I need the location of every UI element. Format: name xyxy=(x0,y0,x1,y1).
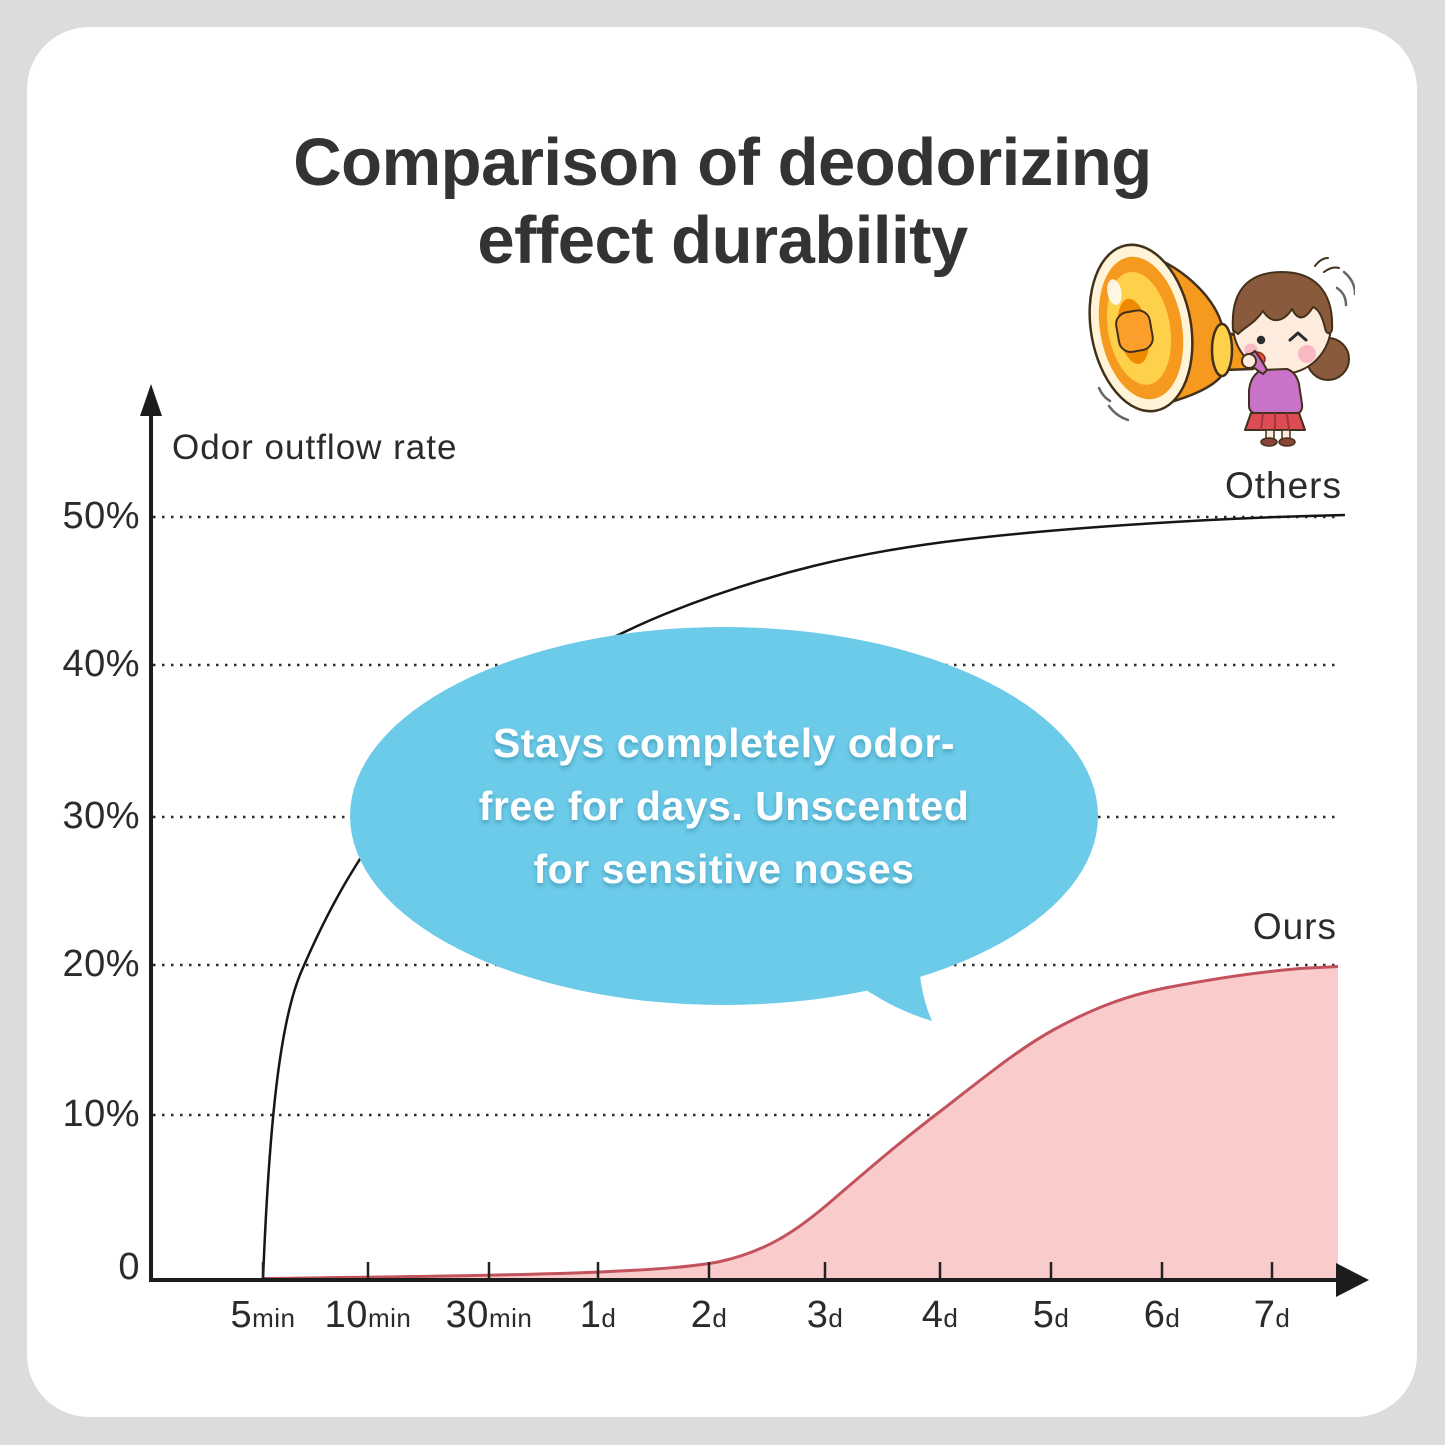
x-axis-arrow xyxy=(1336,1263,1369,1297)
x-tick-label-1d: 1d xyxy=(579,1294,617,1336)
y-tick-label-30: 30% xyxy=(62,795,140,837)
annotation-bubble-text: Stays completely odor- free for days. Un… xyxy=(362,712,1086,901)
y-tick-label-0: 0 xyxy=(118,1246,140,1288)
megaphone-icon xyxy=(1088,243,1257,422)
x-tick-label-2d: 2d xyxy=(690,1294,728,1336)
ours-curve xyxy=(262,965,1339,1280)
y-tick-label-10: 10% xyxy=(62,1093,140,1135)
x-tick-label-7d: 7d xyxy=(1253,1294,1291,1336)
x-tick-label-5d: 5d xyxy=(1032,1294,1070,1336)
ours-area-fill xyxy=(263,966,1338,1279)
annotation-line-1: Stays completely odor- xyxy=(492,720,956,766)
x-tick-label-4d: 4d xyxy=(921,1294,959,1336)
x-tick-label-10min: 10min xyxy=(324,1294,412,1336)
x-tick-label-3d: 3d xyxy=(806,1294,844,1336)
page-title-line-2: effect durability xyxy=(477,203,968,278)
x-tick-label-6d: 6d xyxy=(1143,1294,1181,1336)
axes xyxy=(149,402,1336,1282)
y-tick-label-20: 20% xyxy=(62,943,140,985)
x-tick-marks xyxy=(261,1262,1274,1278)
girl-figure xyxy=(1231,257,1355,447)
page-title: Comparison of deodorizing effect durabil… xyxy=(0,124,1445,280)
y-tick-label-50: 50% xyxy=(62,495,140,537)
series-label-others: Others xyxy=(1224,465,1342,506)
annotation-line-3: for sensitive noses xyxy=(533,846,915,892)
speech-bubble-shape xyxy=(350,627,1098,1021)
page-title-line-1: Comparison of deodorizing xyxy=(293,125,1152,200)
x-tick-label-30min: 30min xyxy=(445,1294,533,1336)
annotation-line-2: free for days. Unscented xyxy=(478,783,970,829)
y-axis-arrow xyxy=(140,384,162,416)
series-label-ours: Ours xyxy=(1252,906,1337,947)
x-tick-label-5min: 5min xyxy=(230,1294,296,1336)
girl-megaphone-illustration xyxy=(1088,243,1355,447)
y-tick-label-40: 40% xyxy=(62,643,140,685)
y-axis-title: Odor outflow rate xyxy=(172,428,458,467)
